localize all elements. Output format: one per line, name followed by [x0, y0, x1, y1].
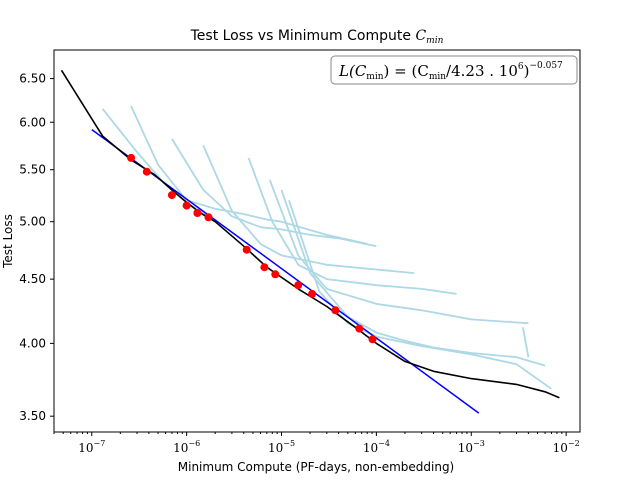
chart-title: Test Loss vs Minimum Compute Cmin — [190, 28, 444, 46]
frontier-point-2 — [167, 191, 176, 200]
frontier-point-11 — [331, 306, 340, 315]
frontier-point-9 — [294, 281, 303, 290]
y-tick-label: 3.50 — [19, 409, 46, 423]
y-tick-label: 6.50 — [19, 72, 46, 86]
x-tick-label: 10−5 — [268, 439, 295, 455]
x-axis-ticks: 10−7 10−6 10−5 10−4 10−3 10−2 — [53, 432, 580, 455]
frontier-point-6 — [242, 245, 251, 254]
y-tick-label: 4.00 — [19, 336, 46, 350]
y-tick-label: 4.50 — [19, 272, 46, 286]
run-curve-3 — [202, 145, 415, 274]
x-tick-label: 10−2 — [553, 439, 580, 455]
run-curves — [101, 105, 552, 390]
frontier-point-7 — [260, 263, 269, 272]
legend-box: L(Cmin) = (Cmin/4.23 . 106)−0.057 — [330, 55, 578, 85]
y-axis-ticks: 3.50 4.00 4.50 5.00 5.50 6.00 6.50 — [19, 72, 54, 423]
frontier-point-8 — [271, 270, 280, 279]
frontier-points — [127, 153, 377, 344]
y-tick-label: 5.00 — [19, 215, 46, 229]
run-curve-5 — [268, 179, 529, 325]
run-curve-1 — [130, 105, 368, 245]
run-curve-7 — [288, 200, 552, 390]
frontier-point-12 — [355, 324, 364, 333]
frontier-point-5 — [204, 213, 213, 222]
frontier-point-1 — [142, 167, 151, 176]
frontier-point-3 — [182, 201, 191, 210]
x-tick-label: 10−4 — [363, 439, 390, 455]
frontier-point-13 — [368, 335, 377, 344]
legend-frame — [330, 55, 578, 85]
frontier-curve-layer — [60, 69, 560, 399]
x-tick-label: 10−3 — [458, 439, 485, 455]
run-curve-4 — [247, 157, 457, 295]
y-tick-label: 6.00 — [19, 115, 46, 129]
y-axis-label: Test Loss — [1, 214, 15, 269]
run-curve-8 — [522, 327, 530, 358]
frontier-point-0 — [127, 153, 136, 162]
x-axis-label: Minimum Compute (PF-days, non-embedding) — [178, 460, 455, 474]
frontier-curve — [60, 69, 560, 399]
frontier-point-4 — [193, 209, 202, 217]
axes-frame — [53, 49, 581, 433]
legend-formula: L(Cmin) = (Cmin/4.23 . 106)−0.057 — [338, 61, 563, 82]
y-tick-label: 5.50 — [19, 163, 46, 177]
frontier-point-10 — [308, 289, 317, 298]
run-curve-2 — [171, 138, 377, 248]
x-tick-label: 10−6 — [173, 439, 200, 455]
x-tick-label: 10−7 — [78, 439, 105, 455]
run-curve-6 — [280, 189, 546, 367]
